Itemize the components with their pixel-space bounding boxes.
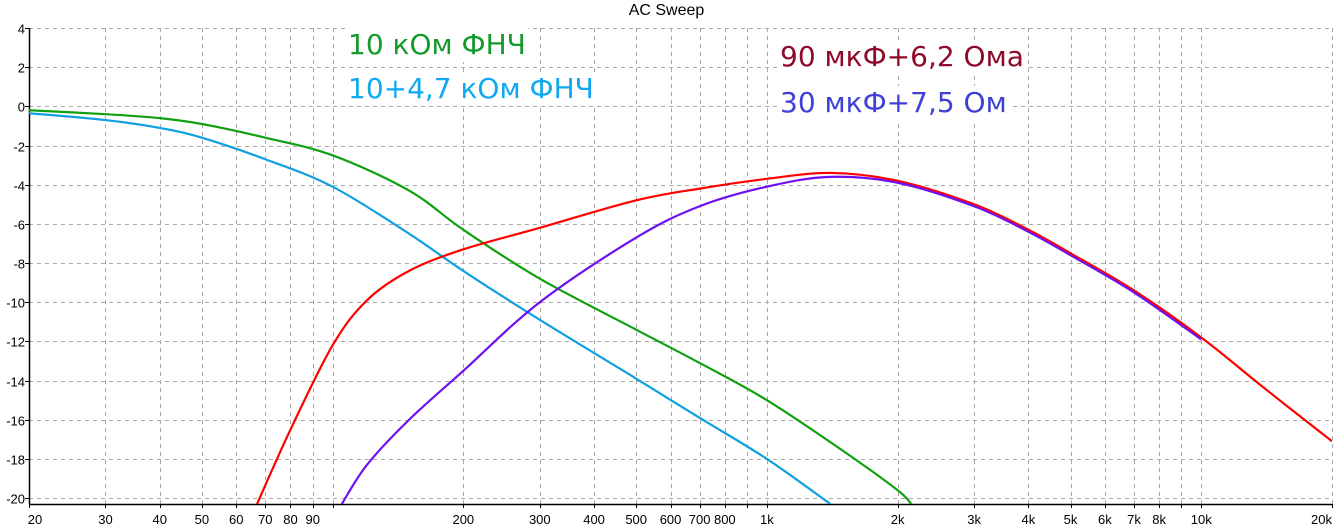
legend-label-90uf: 90 мкФ+6,2 Ома [778,40,1026,74]
x-tick-label: 2k [891,512,905,527]
x-tick-label: 6k [1098,512,1112,527]
y-tick-label: 0 [18,100,25,115]
series-line-1 [29,112,832,504]
y-tick-label: -16 [6,414,25,429]
y-tick-label: 4 [18,22,25,37]
y-tick-label: -2 [13,140,25,155]
y-tick-label: -6 [13,218,25,233]
x-tick-label: 90 [305,512,319,527]
y-tick-label: 2 [18,61,25,76]
x-tick-label: 1k [760,512,774,527]
x-tick-label: 70 [258,512,272,527]
x-tick-label: 300 [529,512,551,527]
y-tick-label: -18 [6,453,25,468]
legend-label-30uf: 30 мкФ+7,5 Ом [778,86,1009,120]
legend-label-10k-lpf: 10 кОм ФНЧ [346,28,528,62]
series-line-0 [29,109,913,504]
x-tick-label: 50 [195,512,209,527]
y-tick-label: -20 [6,492,25,507]
y-tick-label: -10 [6,296,25,311]
x-tick-label: 60 [229,512,243,527]
y-tick-label: -12 [6,335,25,350]
x-tick-label: 3k [967,512,981,527]
x-tick-label: 10k [1191,512,1212,527]
x-tick-label: 40 [153,512,167,527]
x-tick-label: 8k [1152,512,1166,527]
x-tick-label: 30 [98,512,112,527]
series-line-2 [256,171,1332,504]
x-tick-label: 7k [1127,512,1141,527]
legend-label-14k7-lpf: 10+4,7 кОм ФНЧ [346,72,596,106]
x-tick-label: 200 [452,512,474,527]
x-tick-label: 600 [660,512,682,527]
chart-title: AC Sweep [628,2,705,19]
x-tick-label: 500 [625,512,647,527]
y-tick-label: -4 [13,179,25,194]
x-tick-label: 20k [1311,512,1332,527]
x-tick-label: 800 [714,512,736,527]
x-tick-label: 4k [1022,512,1036,527]
x-tick-label: 20 [28,512,42,527]
x-tick-label: 400 [583,512,605,527]
series-line-3 [340,175,1202,504]
y-tick-label: -8 [13,257,25,272]
x-tick-label: 700 [689,512,711,527]
y-tick-label: -14 [6,375,25,390]
x-tick-label: 80 [283,512,297,527]
x-tick-label: 5k [1064,512,1078,527]
